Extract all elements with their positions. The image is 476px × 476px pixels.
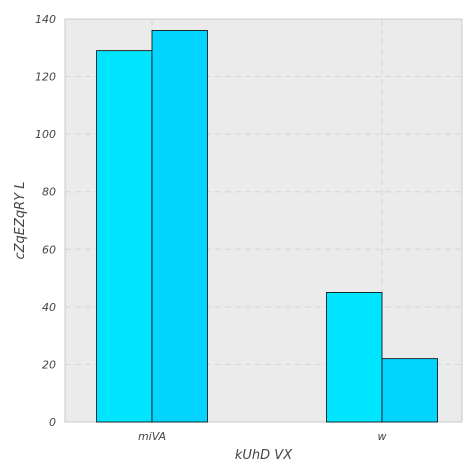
bar-w-series-2 <box>382 359 438 422</box>
bar-miVA-series-1 <box>97 51 153 422</box>
y-tick-label: 60 <box>42 243 56 256</box>
y-tick-label: 120 <box>35 71 56 84</box>
y-tick-labels: 0 20 40 60 80 100 120 140 <box>35 13 56 429</box>
y-tick-label: 40 <box>42 301 56 314</box>
x-tick-label: miVA <box>138 430 166 443</box>
y-tick-label: 0 <box>49 416 56 429</box>
y-tick-label: 100 <box>35 128 56 141</box>
x-tick-labels: miVA w <box>138 430 387 443</box>
y-axis-label: cZqEZqRY L <box>13 181 28 259</box>
bar-miVA-series-2 <box>152 31 208 422</box>
y-tick-label: 140 <box>35 13 56 26</box>
x-axis-label: kUhD VX <box>235 448 293 463</box>
y-tick-label: 20 <box>42 358 56 371</box>
y-tick-label: 80 <box>42 186 56 199</box>
bar-w-series-1 <box>327 292 383 422</box>
x-tick-label: w <box>378 430 387 443</box>
